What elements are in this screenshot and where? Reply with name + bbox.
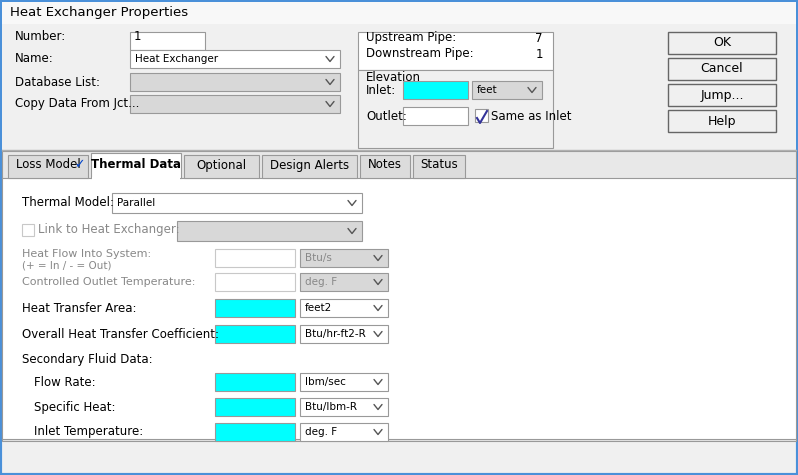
Text: Name:: Name:: [15, 53, 53, 66]
Text: Heat Exchanger Properties: Heat Exchanger Properties: [10, 6, 188, 19]
Bar: [668, 84, 776, 106]
Text: Copy Data From Jct...: Copy Data From Jct...: [15, 97, 140, 111]
Bar: [475, 109, 488, 122]
Bar: [300, 373, 388, 391]
Bar: [130, 73, 340, 91]
Text: Parallel: Parallel: [117, 198, 156, 208]
Bar: [358, 70, 553, 148]
Bar: [112, 193, 362, 213]
Bar: [403, 107, 468, 125]
Text: 1: 1: [134, 29, 141, 42]
Text: OK: OK: [713, 37, 731, 49]
Text: Number:: Number:: [15, 29, 66, 42]
Text: 7: 7: [535, 31, 543, 45]
Bar: [360, 155, 410, 178]
Bar: [300, 423, 388, 441]
Bar: [2, 24, 796, 149]
Text: Design Alerts: Design Alerts: [270, 159, 349, 171]
Text: Thermal Model:: Thermal Model:: [22, 196, 114, 209]
Bar: [300, 398, 388, 416]
Bar: [300, 299, 388, 317]
Bar: [262, 155, 357, 178]
Bar: [472, 81, 542, 99]
Text: Help: Help: [708, 114, 737, 127]
Bar: [215, 249, 295, 267]
Bar: [91, 153, 181, 178]
Bar: [668, 58, 776, 80]
Bar: [215, 273, 295, 291]
Bar: [2, 151, 796, 441]
Bar: [130, 32, 205, 50]
Text: (+ = In / - = Out): (+ = In / - = Out): [22, 260, 112, 270]
Text: Heat Exchanger: Heat Exchanger: [135, 54, 218, 64]
Bar: [184, 155, 259, 178]
Text: Optional: Optional: [196, 159, 247, 171]
Text: Link to Heat Exchanger:: Link to Heat Exchanger:: [38, 224, 180, 237]
Bar: [215, 423, 295, 441]
Text: Specific Heat:: Specific Heat:: [34, 400, 116, 414]
Text: deg. F: deg. F: [305, 427, 337, 437]
Text: lbm/sec: lbm/sec: [305, 377, 346, 387]
Text: Thermal Data: Thermal Data: [91, 159, 181, 171]
Text: Inlet:: Inlet:: [366, 84, 397, 96]
Bar: [215, 398, 295, 416]
Bar: [358, 32, 553, 70]
Text: Heat Flow Into System:: Heat Flow Into System:: [22, 249, 151, 259]
Bar: [215, 373, 295, 391]
Text: ✓: ✓: [73, 159, 85, 171]
Text: Btu/hr-ft2-R: Btu/hr-ft2-R: [305, 329, 365, 339]
Bar: [2, 178, 796, 439]
Text: feet: feet: [477, 85, 498, 95]
Text: deg. F: deg. F: [305, 277, 337, 287]
Text: Same as Inlet: Same as Inlet: [491, 110, 571, 123]
Bar: [130, 50, 340, 68]
Text: Outlet:: Outlet:: [366, 110, 407, 123]
Bar: [92, 177, 180, 180]
Text: Status: Status: [420, 159, 458, 171]
Bar: [413, 155, 465, 178]
Text: Upstream Pipe:: Upstream Pipe:: [366, 31, 456, 45]
Text: Jump...: Jump...: [701, 88, 744, 102]
Text: Database List:: Database List:: [15, 76, 100, 88]
Text: Overall Heat Transfer Coefficient:: Overall Heat Transfer Coefficient:: [22, 327, 219, 341]
Text: Loss Model: Loss Model: [16, 159, 81, 171]
Text: 1: 1: [535, 48, 543, 60]
Text: Flow Rate:: Flow Rate:: [34, 376, 96, 389]
Text: Controlled Outlet Temperature:: Controlled Outlet Temperature:: [22, 277, 196, 287]
Bar: [22, 224, 34, 236]
Text: Heat Transfer Area:: Heat Transfer Area:: [22, 302, 136, 314]
Text: feet2: feet2: [305, 303, 332, 313]
Bar: [300, 325, 388, 343]
Text: Downstream Pipe:: Downstream Pipe:: [366, 48, 474, 60]
Bar: [215, 325, 295, 343]
Bar: [300, 249, 388, 267]
Bar: [2, 2, 796, 24]
Text: Cancel: Cancel: [701, 63, 743, 76]
Bar: [177, 221, 362, 241]
Bar: [403, 81, 468, 99]
Bar: [215, 299, 295, 317]
Bar: [130, 95, 340, 113]
Bar: [668, 32, 776, 54]
Text: Btu/lbm-R: Btu/lbm-R: [305, 402, 357, 412]
Text: Elevation: Elevation: [366, 71, 421, 84]
Bar: [668, 110, 776, 132]
Bar: [300, 273, 388, 291]
Text: Notes: Notes: [368, 159, 402, 171]
Bar: [8, 155, 88, 178]
Text: Btu/s: Btu/s: [305, 253, 332, 263]
Text: Secondary Fluid Data:: Secondary Fluid Data:: [22, 353, 152, 367]
Text: Inlet Temperature:: Inlet Temperature:: [34, 426, 144, 438]
